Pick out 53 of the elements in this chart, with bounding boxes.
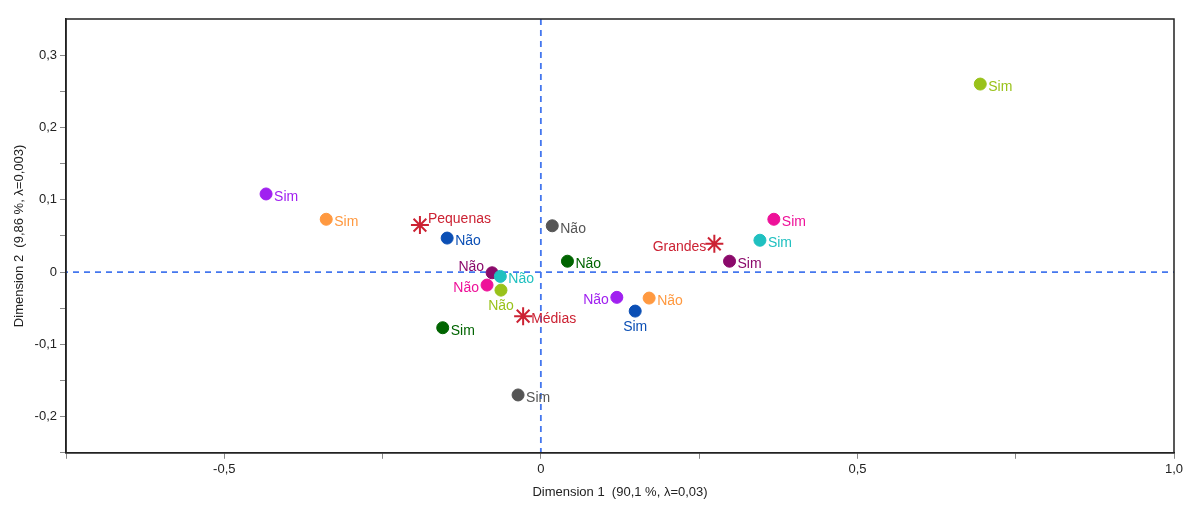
y-tick-label: -0,2 <box>34 408 57 424</box>
data-label: Não <box>583 291 610 308</box>
point <box>436 321 450 335</box>
data-label: Sim <box>988 77 1013 94</box>
data-label: Sim <box>781 213 806 230</box>
data-label: Não <box>458 257 485 274</box>
data-label: Não <box>453 278 480 295</box>
point <box>642 291 656 305</box>
point <box>409 215 430 236</box>
x-tick-label: 1,0 <box>1164 461 1184 477</box>
point <box>511 388 525 402</box>
x-tick-label: 0,5 <box>848 461 867 477</box>
point <box>545 219 559 233</box>
data-label: Sim <box>334 213 359 230</box>
x-axis-title: Dimension 1 (90,1 %, λ=0,03) <box>532 483 708 499</box>
x-tick-label: -0,5 <box>213 461 236 477</box>
point <box>319 212 333 226</box>
data-label: Não <box>575 255 602 272</box>
point <box>704 233 725 254</box>
data-label: Grandes <box>652 237 707 254</box>
data-label: Sim <box>623 317 648 334</box>
point <box>628 304 642 318</box>
point <box>480 278 494 292</box>
point <box>494 283 508 297</box>
data-label: Sim <box>274 187 299 204</box>
data-label: Não <box>657 291 684 308</box>
point <box>560 254 574 268</box>
point <box>767 212 781 226</box>
y-axis-title: Dimension 2 (9,86 %, λ=0,003) <box>11 144 27 328</box>
point <box>610 290 624 304</box>
point <box>440 231 454 245</box>
point <box>753 233 767 247</box>
data-label: Não <box>455 231 482 248</box>
point <box>493 269 507 283</box>
data-label: Não <box>488 296 515 313</box>
x-tick-label: 0 <box>537 461 545 477</box>
data-label: Sim <box>737 255 762 272</box>
data-label: Sim <box>767 234 793 251</box>
y-tick-label: 0,1 <box>38 191 57 207</box>
point <box>513 306 534 327</box>
data-label: Médias <box>531 310 577 327</box>
point <box>723 254 737 268</box>
data-label: Sim <box>526 388 551 405</box>
y-tick-label: 0,2 <box>38 119 57 135</box>
point <box>973 77 987 91</box>
point <box>259 187 273 201</box>
data-label: Sim <box>450 321 475 338</box>
y-tick-label: -0,1 <box>34 335 57 351</box>
data-label: Não <box>508 270 535 287</box>
data-label: Pequenas <box>427 209 491 226</box>
data-label: Não <box>560 219 587 236</box>
y-tick-label: 0 <box>49 263 57 279</box>
y-tick-label: 0,3 <box>38 46 57 62</box>
